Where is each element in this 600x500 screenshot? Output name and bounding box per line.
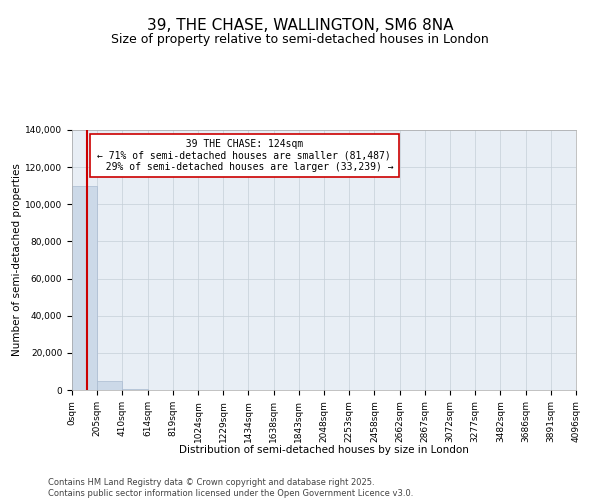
Text: 39, THE CHASE, WALLINGTON, SM6 8NA: 39, THE CHASE, WALLINGTON, SM6 8NA <box>147 18 453 32</box>
Text: Contains HM Land Registry data © Crown copyright and database right 2025.
Contai: Contains HM Land Registry data © Crown c… <box>48 478 413 498</box>
X-axis label: Distribution of semi-detached houses by size in London: Distribution of semi-detached houses by … <box>179 444 469 454</box>
Text: 39 THE CHASE: 124sqm  
← 71% of semi-detached houses are smaller (81,487)
  29% : 39 THE CHASE: 124sqm ← 71% of semi-detac… <box>94 139 394 172</box>
Bar <box>72 186 97 390</box>
Y-axis label: Number of semi-detached properties: Number of semi-detached properties <box>12 164 22 356</box>
Bar <box>122 389 148 390</box>
Bar <box>97 380 122 390</box>
Text: Size of property relative to semi-detached houses in London: Size of property relative to semi-detach… <box>111 32 489 46</box>
